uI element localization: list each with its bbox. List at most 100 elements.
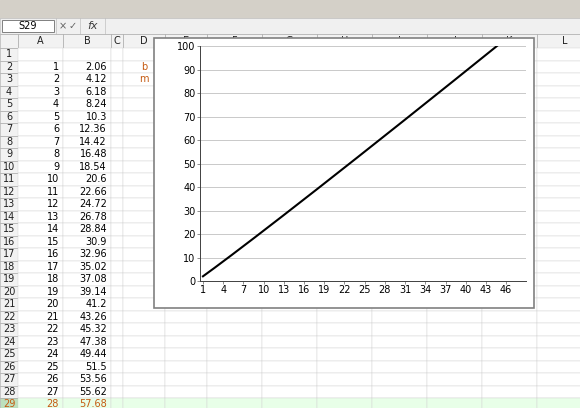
Bar	[0, 286, 18, 298]
Bar	[427, 160, 482, 173]
Bar	[111, 310, 123, 323]
Bar	[123, 135, 165, 148]
Bar	[123, 361, 165, 373]
Bar	[18, 34, 63, 48]
Bar	[262, 248, 317, 260]
Bar	[123, 348, 165, 361]
Text: 37.08: 37.08	[79, 274, 107, 284]
Text: 26: 26	[3, 362, 15, 372]
Bar	[111, 73, 123, 86]
Bar	[482, 235, 537, 248]
Bar	[0, 34, 18, 48]
Bar	[18, 160, 63, 173]
Bar	[262, 286, 317, 298]
Text: 14.42: 14.42	[79, 137, 107, 147]
Bar	[123, 60, 165, 73]
Bar	[63, 273, 111, 286]
Bar	[317, 335, 372, 348]
Bar	[111, 260, 123, 273]
Bar	[0, 18, 580, 34]
Bar	[123, 160, 165, 173]
Bar	[482, 123, 537, 135]
Bar	[427, 86, 482, 98]
Bar	[207, 386, 262, 398]
Text: 4: 4	[53, 99, 59, 109]
Bar	[372, 135, 427, 148]
Bar	[427, 310, 482, 323]
Bar	[207, 348, 262, 361]
Text: 7: 7	[6, 124, 12, 134]
Bar	[63, 34, 111, 48]
Bar	[372, 398, 427, 408]
Bar	[427, 148, 482, 160]
Bar	[427, 286, 482, 298]
Bar	[372, 361, 427, 373]
Bar	[0, 386, 18, 398]
Bar	[207, 186, 262, 198]
Bar	[207, 34, 262, 48]
Bar	[537, 160, 580, 173]
Bar	[372, 348, 427, 361]
Bar	[372, 111, 427, 123]
Bar	[537, 148, 580, 160]
Bar	[123, 111, 165, 123]
Bar	[18, 273, 63, 286]
Bar	[537, 48, 580, 60]
Bar	[537, 34, 580, 48]
Bar	[111, 60, 123, 73]
Bar	[537, 398, 580, 408]
Bar	[427, 34, 482, 48]
Text: m: m	[139, 74, 148, 84]
Bar	[63, 98, 111, 111]
Bar	[372, 260, 427, 273]
Bar	[482, 361, 537, 373]
Bar	[123, 373, 165, 386]
Bar	[262, 310, 317, 323]
Bar	[111, 211, 123, 223]
Text: 19: 19	[3, 274, 15, 284]
Text: 24: 24	[46, 349, 59, 359]
Bar	[207, 260, 262, 273]
Bar	[18, 148, 63, 160]
Bar	[18, 48, 63, 60]
Bar	[123, 260, 165, 273]
Bar	[482, 248, 537, 260]
Bar	[63, 361, 111, 373]
Bar	[207, 198, 262, 211]
Bar	[0, 160, 18, 173]
Text: K: K	[506, 36, 513, 46]
Bar	[123, 148, 165, 160]
Bar	[207, 73, 262, 86]
Text: 4: 4	[6, 87, 12, 97]
Bar	[111, 34, 123, 48]
Bar	[317, 260, 372, 273]
Bar	[18, 248, 63, 260]
Text: 45.32: 45.32	[79, 324, 107, 334]
Bar	[207, 361, 262, 373]
Bar	[427, 235, 482, 248]
Bar	[262, 211, 317, 223]
Bar	[63, 348, 111, 361]
Text: 28.84: 28.84	[79, 224, 107, 234]
Bar	[372, 86, 427, 98]
Bar	[123, 186, 165, 198]
Bar	[165, 86, 207, 98]
Bar	[18, 186, 63, 198]
Bar	[537, 386, 580, 398]
Bar	[165, 34, 207, 48]
Bar	[372, 335, 427, 348]
Bar	[372, 198, 427, 211]
Bar	[123, 223, 165, 235]
Bar	[123, 86, 165, 98]
Bar	[427, 60, 482, 73]
Bar	[18, 223, 63, 235]
Bar	[165, 273, 207, 286]
Bar	[372, 273, 427, 286]
Bar	[317, 273, 372, 286]
Text: 12: 12	[46, 199, 59, 209]
Text: 8: 8	[6, 137, 12, 147]
Text: 8.24: 8.24	[85, 99, 107, 109]
Bar	[207, 286, 262, 298]
Text: S29: S29	[19, 21, 37, 31]
Bar	[0, 310, 18, 323]
